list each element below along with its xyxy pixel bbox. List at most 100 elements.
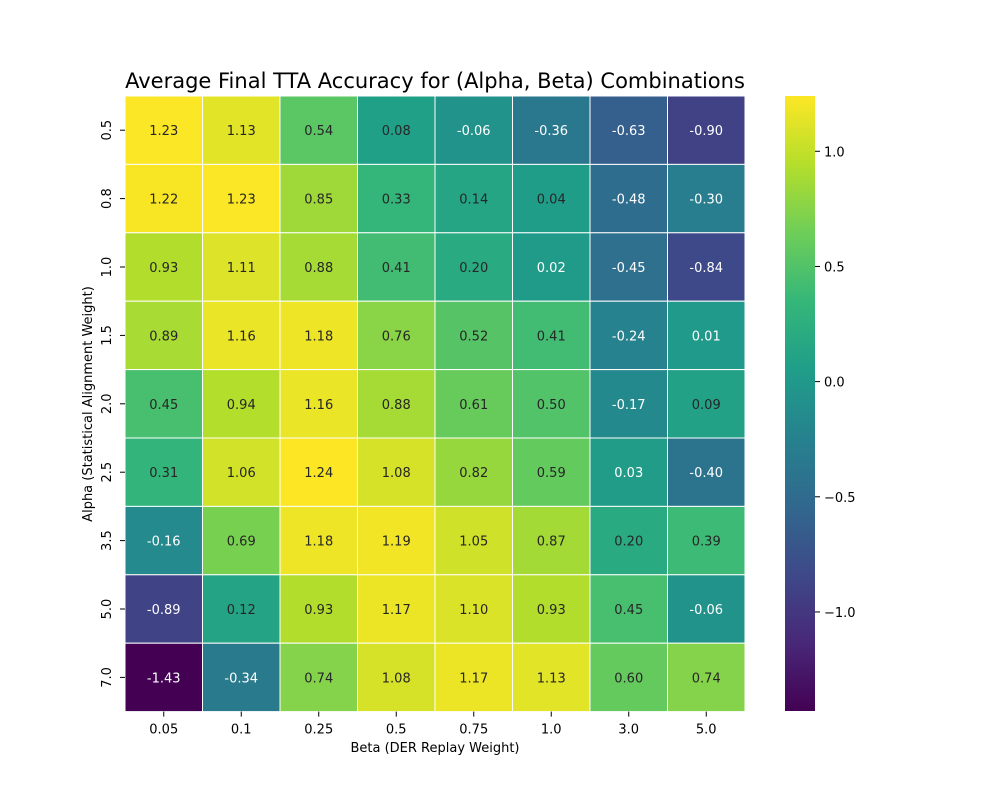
cell-value-label: 0.04 (537, 193, 566, 208)
cell-value-label: 0.54 (304, 124, 333, 139)
cell-value-label: 0.52 (459, 329, 488, 344)
cell-value-label: -0.89 (147, 603, 181, 618)
heatmap-cell (124, 95, 203, 165)
y-tick-label: 5.0 (100, 599, 115, 620)
cell-value-label: 0.08 (382, 124, 411, 139)
heatmap-cell (202, 95, 281, 165)
heatmap-cell (357, 300, 436, 371)
heatmap-cell (667, 505, 746, 576)
cell-value-label: 0.41 (382, 261, 411, 276)
heatmap-cell (357, 95, 436, 165)
heatmap-cell (279, 95, 358, 165)
cell-value-label: -0.24 (612, 329, 646, 344)
colorbar-ticks: 1.0 0.5 0.0 −0.5 −1.0 (815, 145, 856, 621)
heatmap-cell (512, 163, 591, 234)
colorbar-tick-label: −1.0 (824, 606, 856, 621)
colorbar (785, 96, 815, 711)
heatmap-cell (357, 369, 436, 439)
heatmap-cell (124, 505, 203, 576)
y-tick-label: 7.0 (100, 667, 115, 688)
cell-value-label: -0.30 (689, 193, 723, 208)
cell-value-label: 0.20 (459, 261, 488, 276)
heatmap-cell (667, 642, 746, 713)
cell-value-label: 0.41 (537, 329, 566, 344)
heatmap-cell (512, 642, 591, 713)
colorbar-tick-label: 1.0 (824, 145, 845, 160)
colorbar-gradient (785, 96, 815, 711)
cell-value-label: 0.59 (537, 466, 566, 481)
cell-value-label: -0.45 (612, 261, 646, 276)
cell-value-label: 0.09 (692, 398, 721, 413)
cell-value-label: -0.34 (224, 671, 258, 686)
cell-value-label: 1.11 (227, 261, 256, 276)
cell-value-label: 0.69 (227, 535, 256, 550)
heatmap-cell (589, 232, 668, 302)
cell-value-label: -0.36 (534, 124, 568, 139)
cell-value-label: -0.48 (612, 193, 646, 208)
cell-value-label: -0.63 (612, 124, 646, 139)
heatmap-cell (279, 300, 358, 371)
cell-value-label: 0.82 (459, 466, 488, 481)
cell-value-label: 1.16 (304, 398, 333, 413)
cell-value-label: -1.43 (147, 671, 181, 686)
cell-value-label: 0.01 (692, 329, 721, 344)
cell-value-label: 1.17 (459, 671, 488, 686)
heatmap-cell (279, 574, 358, 644)
cell-value-label: 0.45 (614, 603, 643, 618)
cell-value-label: 0.74 (692, 671, 721, 686)
x-axis-ticks: 0.05 0.1 0.25 0.5 0.75 1.0 3.0 5.0 (149, 711, 717, 738)
cell-value-label: 0.93 (149, 261, 178, 276)
heatmap-cell (512, 505, 591, 576)
heatmap-cell (589, 505, 668, 576)
chart-title: Average Final TTA Accuracy for (Alpha, B… (125, 69, 745, 93)
cell-value-label: 0.74 (304, 671, 333, 686)
heatmap-cell (202, 642, 281, 713)
cell-value-label: 0.39 (692, 535, 721, 550)
heatmap-cell (667, 574, 746, 644)
heatmap-cell (589, 300, 668, 371)
cell-value-label: 1.08 (382, 466, 411, 481)
cell-value-label: 0.02 (537, 261, 566, 276)
cell-value-label: 1.22 (149, 193, 178, 208)
heatmap-cell (434, 369, 513, 439)
cell-value-label: 0.45 (149, 398, 178, 413)
heatmap-cell (357, 642, 436, 713)
cell-value-label: 1.16 (227, 329, 256, 344)
cell-value-label: -0.90 (689, 124, 723, 139)
cell-value-label: -0.84 (689, 261, 723, 276)
x-tick-label: 0.75 (459, 723, 488, 738)
cell-value-label: 1.06 (227, 466, 256, 481)
x-tick-label: 5.0 (696, 723, 717, 738)
cell-value-label: -0.17 (612, 398, 646, 413)
cell-value-label: 0.93 (304, 603, 333, 618)
cell-value-label: 0.31 (149, 466, 178, 481)
heatmap-cell (279, 642, 358, 713)
heatmap-cell (279, 232, 358, 302)
cell-value-label: 1.08 (382, 671, 411, 686)
heatmap-cell (202, 505, 281, 576)
cell-value-label: -0.06 (689, 603, 723, 618)
heatmap-cell (434, 232, 513, 302)
cell-value-label: 0.50 (537, 398, 566, 413)
cell-value-label: 1.10 (459, 603, 488, 618)
x-tick-label: 0.25 (304, 723, 333, 738)
heatmap-cell (434, 574, 513, 644)
cell-value-label: 1.13 (537, 671, 566, 686)
heatmap-cell (512, 437, 591, 507)
heatmap-cell (512, 95, 591, 165)
heatmap-cells (124, 95, 746, 713)
y-tick-label: 2.5 (100, 462, 115, 483)
x-tick-label: 0.05 (149, 723, 178, 738)
cell-value-label: 0.89 (149, 329, 178, 344)
heatmap-cell (512, 369, 591, 439)
cell-value-label: 1.18 (304, 535, 333, 550)
heatmap-cell (512, 232, 591, 302)
x-tick-label: 0.1 (231, 723, 252, 738)
heatmap-cell (434, 95, 513, 165)
heatmap-cell (434, 642, 513, 713)
cell-value-label: 1.18 (304, 329, 333, 344)
y-tick-label: 0.5 (100, 120, 115, 141)
x-tick-label: 0.5 (386, 723, 407, 738)
cell-value-label: 0.88 (382, 398, 411, 413)
